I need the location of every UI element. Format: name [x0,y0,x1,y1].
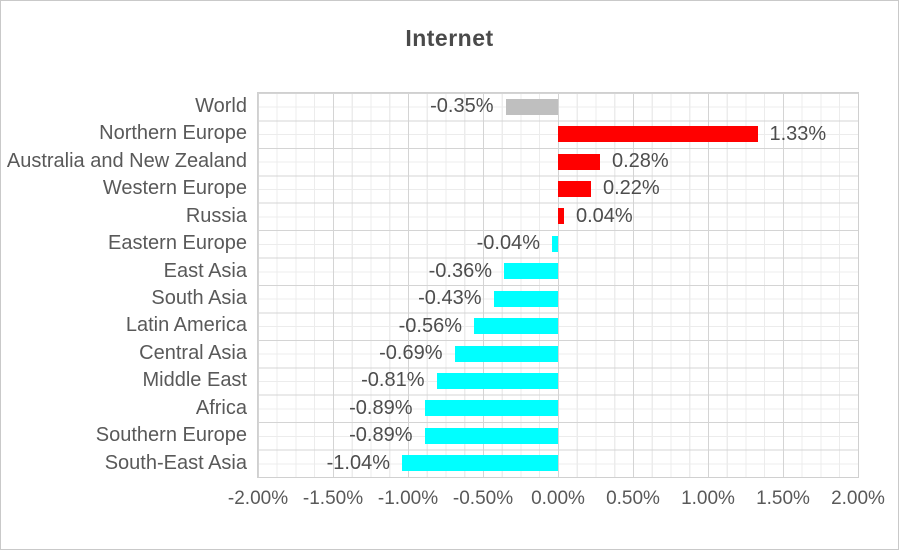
bar-value-label: -0.04% [476,232,540,255]
bar [552,235,558,252]
bar [558,153,600,170]
category-label: Southern Europe [95,424,247,447]
bar [402,455,558,472]
category-label: World [195,95,247,117]
chart-title: Internet [405,25,494,51]
x-tick-label: -0.50% [452,488,514,509]
bar-value-label: -1.04% [326,451,390,474]
bar [454,345,558,362]
bar-value-label: 1.33% [769,122,827,145]
x-tick-label: -2.00% [227,488,289,509]
x-tick-label: 0.50% [606,488,660,509]
bar-value-label: 0.22% [603,177,660,200]
x-tick-label: 0.00% [531,488,585,509]
category-label: Latin America [125,314,247,337]
plot-area: -0.35% 1.33% 0.28% 0.22% 0.04% -0.04% -0.36% -0… [258,93,858,477]
bar [504,263,558,280]
value-axis: -2.00% -1.50% -1.00% -0.50% 0.00% 0.50% 1.00% 1… [228,484,885,514]
bar-value-label: -0.35% [430,95,494,118]
bar [558,208,564,225]
bar-value-label: -0.36% [428,259,492,282]
category-label: Africa [195,396,247,419]
category-label: South-East Asia [104,451,247,474]
category-label: Australia and New Zealand [6,149,247,172]
category-label: Eastern Europe [108,232,247,255]
bar-value-label: -0.89% [349,424,413,447]
bar [424,427,558,444]
bar [493,290,558,307]
bar-value-label: -0.43% [418,287,482,310]
bar-value-label: -0.56% [398,314,462,337]
category-label: Middle East [142,369,248,392]
bar-value-label: 0.04% [576,204,633,227]
category-label: Russia [185,204,247,227]
bar-value-label: 0.28% [612,150,669,173]
bar [424,400,558,417]
category-axis: World Northern Europe Australia and New Ze… [1,93,247,477]
bar-value-label: -0.81% [361,369,425,392]
category-label: East Asia [163,259,247,282]
category-label: Central Asia [139,341,247,364]
x-tick-label: -1.00% [377,488,439,509]
x-tick-label: 1.00% [681,488,735,509]
bar [558,126,758,143]
bar [436,373,558,389]
bar-value-label: -0.69% [379,342,443,365]
category-label: Western Europe [102,177,247,200]
x-tick-label: 2.00% [831,488,885,509]
bar [558,181,591,197]
category-label: Northern Europe [99,122,247,145]
x-tick-label: -1.50% [302,488,364,509]
bar [505,98,558,115]
bar-value-label: -0.89% [349,396,413,419]
bar [474,318,558,335]
x-tick-label: 1.50% [756,488,810,509]
category-label: South Asia [151,287,247,309]
